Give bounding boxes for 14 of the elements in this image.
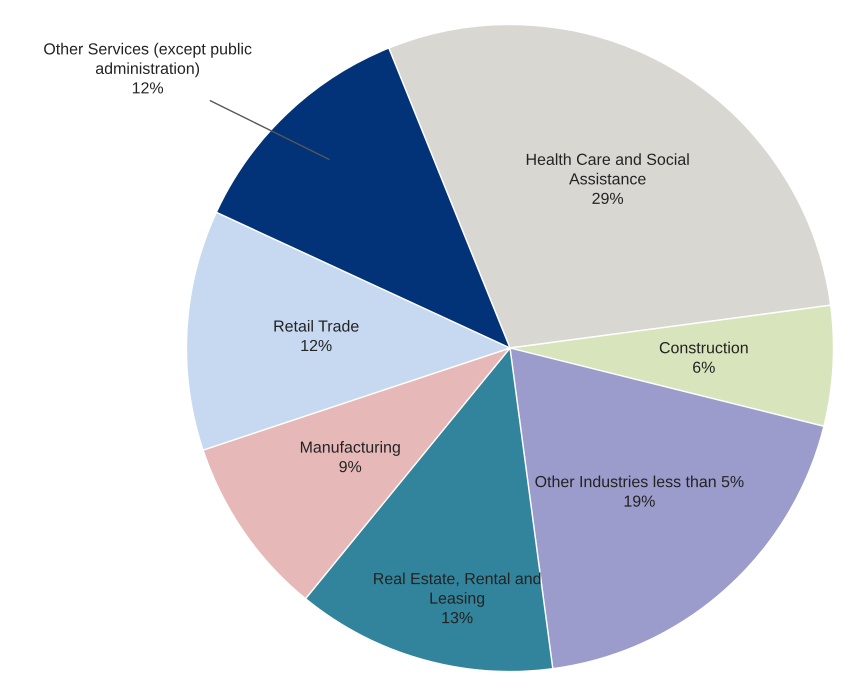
slice-label: Health Care and Social Assistance (526, 153, 689, 185)
data-label: 13% (442, 612, 473, 624)
data-label: 29% (592, 192, 624, 204)
data-label: 9% (339, 460, 362, 472)
slice-label: Other Services (except public administration) (44, 42, 252, 78)
slice-label: Retail Trade (274, 320, 359, 332)
slice-label: Other Industries less than 5% (535, 476, 744, 488)
data-label: 12% (301, 340, 332, 352)
data-label: 19% (624, 495, 655, 507)
slice-label: Real Estate, Rental and Leasing (374, 572, 540, 607)
slice-label: Manufacturing (300, 441, 400, 456)
slice-label: Construction (660, 342, 748, 354)
data-label: 12% (132, 82, 164, 94)
data-label: 6% (693, 362, 715, 373)
